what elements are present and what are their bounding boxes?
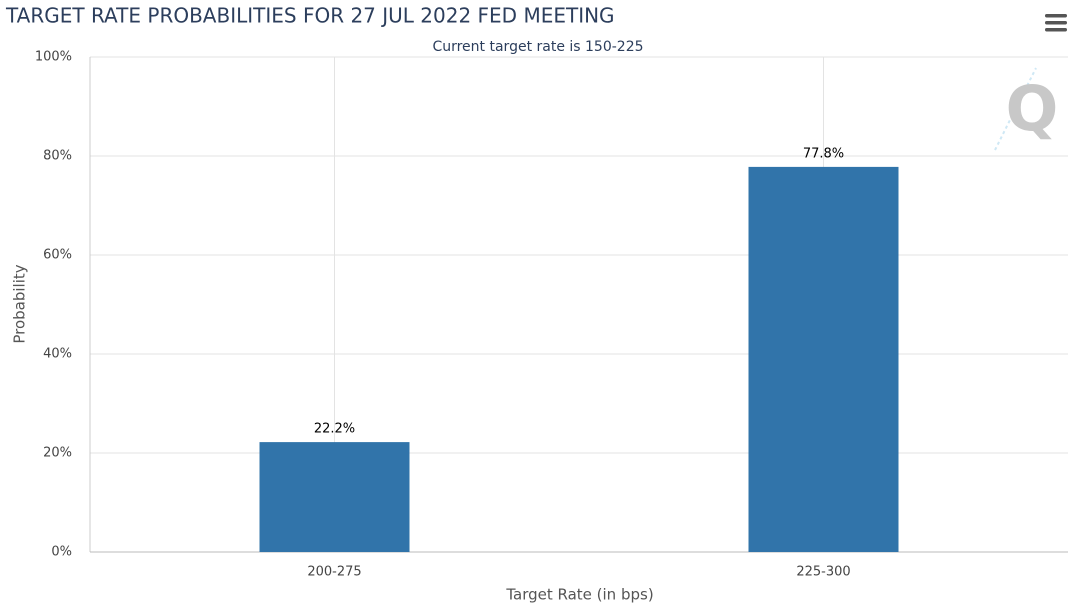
bar — [259, 442, 410, 552]
logo-text: Q — [1006, 72, 1059, 145]
x-tick-label: 225-300 — [796, 565, 850, 580]
y-tick-label: 20% — [43, 446, 72, 461]
bar — [748, 166, 899, 552]
menu-bar — [1045, 28, 1067, 32]
chart-subtitle: Current target rate is 150-225 — [432, 39, 643, 55]
menu-button[interactable] — [1045, 14, 1067, 32]
y-axis-title: Probability — [11, 264, 29, 343]
menu-bar — [1045, 14, 1067, 18]
value-label: 22.2% — [314, 422, 355, 437]
x-tick-label: 200-275 — [307, 565, 361, 580]
logo: Q — [994, 67, 1059, 151]
y-tick-label: 60% — [43, 248, 72, 263]
y-tick-label: 0% — [51, 545, 72, 560]
y-tick-label: 40% — [43, 347, 72, 362]
value-label: 77.8% — [803, 146, 844, 161]
chart-title: TARGET RATE PROBABILITIES FOR 27 JUL 202… — [5, 4, 615, 28]
y-tick-label: 80% — [43, 149, 72, 164]
x-axis-title: Target Rate (in bps) — [505, 586, 653, 604]
menu-bar — [1045, 21, 1067, 25]
y-tick-label: 100% — [35, 50, 72, 65]
